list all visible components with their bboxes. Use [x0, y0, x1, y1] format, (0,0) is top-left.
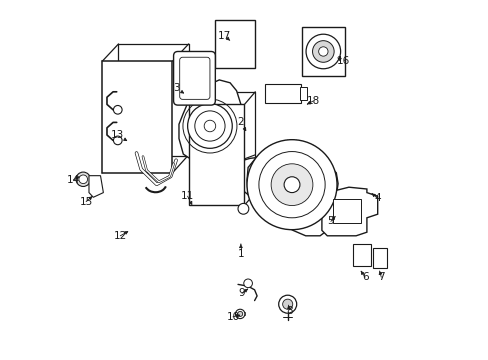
Text: 7: 7	[377, 272, 384, 282]
Text: 3: 3	[172, 83, 179, 93]
Text: 14: 14	[67, 175, 80, 185]
Text: 12: 12	[113, 231, 127, 241]
Circle shape	[238, 203, 248, 214]
Text: 1: 1	[237, 249, 244, 259]
Circle shape	[237, 311, 242, 316]
Bar	[188, 104, 244, 205]
Polygon shape	[321, 187, 377, 236]
Circle shape	[235, 309, 244, 319]
Bar	[235, 312, 244, 315]
Circle shape	[76, 172, 90, 186]
Circle shape	[318, 47, 327, 56]
Text: 13: 13	[111, 130, 124, 140]
Circle shape	[246, 140, 336, 230]
Polygon shape	[89, 176, 103, 197]
Circle shape	[79, 175, 87, 184]
Text: 10: 10	[226, 312, 239, 322]
Circle shape	[194, 111, 224, 141]
Circle shape	[305, 34, 340, 69]
Circle shape	[270, 164, 312, 206]
Circle shape	[244, 279, 252, 288]
Bar	[265, 84, 301, 103]
FancyBboxPatch shape	[179, 57, 209, 99]
Circle shape	[284, 177, 299, 193]
FancyBboxPatch shape	[173, 51, 215, 105]
Circle shape	[113, 105, 122, 114]
Circle shape	[312, 41, 333, 62]
Text: 11: 11	[181, 191, 194, 201]
Text: 18: 18	[306, 96, 320, 106]
Text: 8: 8	[285, 306, 292, 316]
Bar	[300, 87, 306, 100]
Text: 6: 6	[361, 272, 367, 282]
Polygon shape	[246, 153, 337, 216]
Text: 15: 15	[80, 197, 93, 207]
Circle shape	[113, 136, 122, 145]
Text: 17: 17	[218, 31, 231, 41]
Circle shape	[282, 299, 292, 309]
Bar	[302, 27, 344, 76]
Text: 16: 16	[336, 56, 349, 66]
Bar	[332, 199, 360, 223]
Bar	[352, 244, 370, 266]
Bar	[102, 61, 172, 173]
Circle shape	[204, 120, 215, 132]
Bar	[373, 248, 386, 268]
Circle shape	[258, 152, 325, 218]
Polygon shape	[179, 80, 241, 169]
Circle shape	[278, 295, 296, 313]
Polygon shape	[226, 157, 326, 236]
Text: 4: 4	[374, 193, 380, 203]
Circle shape	[187, 104, 232, 148]
Bar	[215, 20, 254, 68]
Text: 2: 2	[237, 117, 244, 127]
Text: 9: 9	[238, 288, 245, 298]
Text: 5: 5	[327, 216, 333, 226]
